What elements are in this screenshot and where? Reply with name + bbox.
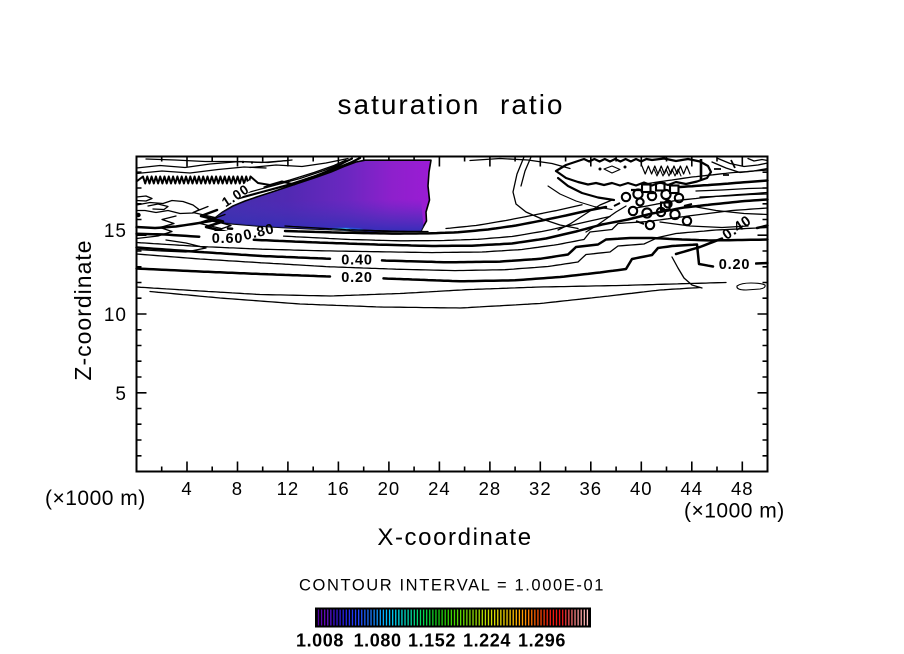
svg-text:36: 36 [580,478,603,499]
svg-text:Z-coordinate: Z-coordinate [70,239,96,380]
svg-text:15: 15 [104,221,127,242]
svg-text:0.80: 0.80 [242,221,276,244]
svg-text:10: 10 [104,305,127,326]
svg-text:X-coordinate: X-coordinate [377,524,532,551]
svg-text:(×1000 m): (×1000 m) [45,487,146,510]
svg-text:44: 44 [680,478,703,499]
svg-text:5: 5 [115,384,127,405]
svg-text:1.224: 1.224 [463,631,511,651]
svg-text:0.20: 0.20 [719,257,750,273]
svg-text:0.40: 0.40 [341,253,372,269]
svg-text:32: 32 [529,478,552,499]
svg-text:40: 40 [630,478,653,499]
svg-text:CONTOUR INTERVAL = 1.000E-01: CONTOUR INTERVAL = 1.000E-01 [299,577,605,595]
svg-text:28: 28 [479,478,502,499]
svg-text:0.20: 0.20 [341,270,372,286]
svg-text:1.080: 1.080 [354,631,402,651]
svg-text:4: 4 [181,478,192,499]
svg-text:saturation ratio: saturation ratio [338,89,565,120]
svg-text:16: 16 [327,478,350,499]
svg-text:1.008: 1.008 [296,631,344,651]
svg-text:20: 20 [378,478,401,499]
svg-text:12: 12 [277,478,300,499]
svg-text:8: 8 [232,478,243,499]
svg-text:24: 24 [428,478,451,499]
svg-text:(×1000 m): (×1000 m) [684,500,785,523]
svg-text:1.152: 1.152 [408,631,456,651]
svg-text:0.60: 0.60 [212,231,243,247]
svg-text:48: 48 [731,478,754,499]
svg-text:1.296: 1.296 [518,631,566,651]
